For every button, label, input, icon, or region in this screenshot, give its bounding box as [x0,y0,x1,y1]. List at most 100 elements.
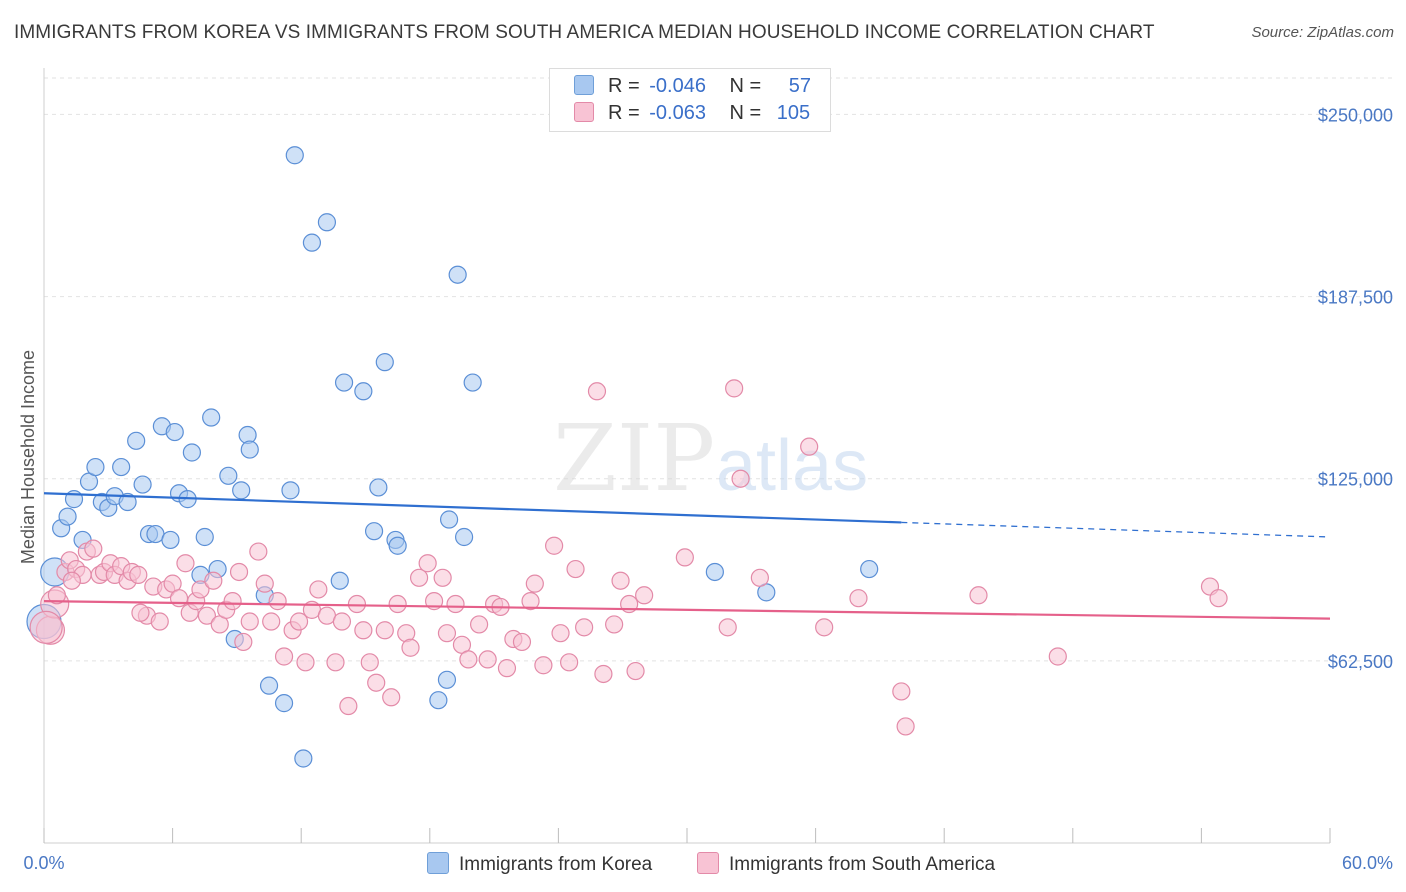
legend-swatch-south-america [574,102,594,122]
korea-point [354,382,373,401]
south-america-point [47,586,66,605]
south-america-trend-line [43,600,1331,620]
korea-point [364,522,384,541]
bottom-legend-south-america: Immigrants from South America [697,852,995,876]
trend-lines [43,492,1331,620]
south-america-point [240,612,259,631]
y-tick-label: $187,500 [1318,288,1393,308]
south-america-point [129,565,148,584]
south-america-point [575,618,594,637]
south-america-point [150,612,169,631]
south-america-point [1209,589,1228,608]
south-america-point [274,647,294,666]
series-south-america-points [29,379,1228,736]
south-america-point [512,632,532,652]
legend-n-value: 105 [776,102,811,124]
korea-point [58,507,77,526]
legend-r-label: R = [608,102,640,124]
south-america-point [29,610,63,644]
y-tick-label: $250,000 [1318,105,1393,125]
south-america-point [469,615,489,634]
legend-row-south-america: R = -0.063 N = 105 [574,102,810,128]
korea-point [118,492,137,512]
south-america-point [388,594,407,614]
korea-point [127,431,146,450]
south-america-point [234,632,253,652]
south-america-point [169,589,189,608]
south-america-point [332,612,352,631]
watermark: ZIP atlas [553,405,868,512]
south-america-point [289,612,309,631]
watermark-zip: ZIP [553,405,715,512]
legend-r-value: -0.046 [649,75,706,97]
legend: R = -0.046 N = 57 R = -0.063 N = 105 [549,68,831,132]
south-america-point [401,638,420,657]
south-america-point [262,612,281,631]
y-axis-label: Median Household Income [18,350,38,564]
korea-point [437,670,457,689]
south-america-point [551,624,570,643]
legend-n-value: 57 [788,75,812,97]
korea-point [285,146,304,165]
south-america-point [354,621,373,640]
korea-point [388,536,407,555]
south-america-point [360,653,379,672]
korea-point [219,466,238,485]
korea-point [133,475,152,494]
axes [43,68,1331,844]
watermark-atlas: atlas [716,426,868,506]
korea-point [274,694,294,713]
bottom-legend-swatch-korea [427,852,449,874]
korea-point [439,510,459,529]
south-america-point [339,696,358,716]
korea-trend-line [43,492,902,524]
korea-point [705,562,724,582]
korea-point [463,373,482,392]
korea-point [302,233,322,252]
x-tick-label: 60.0% [1342,853,1393,873]
y-tick-label: $125,000 [1318,470,1393,490]
south-america-point [969,586,988,605]
south-america-point [1048,647,1067,666]
south-america-point [566,559,585,579]
series-korea-points [26,146,879,768]
south-america-point [675,548,694,567]
bottom-legend-swatch-south-america [697,852,719,874]
korea-point [369,478,388,497]
bottom-legend-label-korea: Immigrants from Korea [459,854,653,875]
south-america-point [718,618,737,637]
south-america-point [459,650,478,669]
south-america-point [255,574,274,593]
south-america-point [268,592,287,611]
south-america-point [326,653,345,672]
south-america-point [131,603,150,622]
south-america-point [296,653,315,672]
south-america-point [545,536,564,555]
south-america-point [478,650,497,669]
korea-point [165,422,184,442]
korea-point [232,481,251,500]
x-tick-label: 0.0% [23,853,64,873]
south-america-point [197,606,216,625]
korea-point [294,749,313,768]
source-note: Source: ZipAtlas.com [1251,24,1394,41]
legend-r-label: R = [608,75,640,97]
chart-title: IMMIGRANTS FROM KOREA VS IMMIGRANTS FROM… [14,22,1155,43]
korea-point [330,571,349,590]
korea-point [195,527,214,547]
korea-point [112,457,131,477]
korea-point [860,559,879,579]
korea-point [240,440,259,459]
south-america-point [418,554,437,573]
korea-point [429,691,448,710]
bottom-legend: Immigrants from Korea Immigrants from So… [0,852,1406,878]
south-america-point [731,469,750,488]
korea-point [281,481,300,500]
legend-swatch-korea [574,75,594,95]
korea-point [334,373,354,392]
legend-row-korea: R = -0.046 N = 57 [574,75,811,101]
south-america-point [347,594,367,614]
south-america-point [84,539,103,558]
korea-point [202,408,221,427]
south-america-point [635,586,654,605]
